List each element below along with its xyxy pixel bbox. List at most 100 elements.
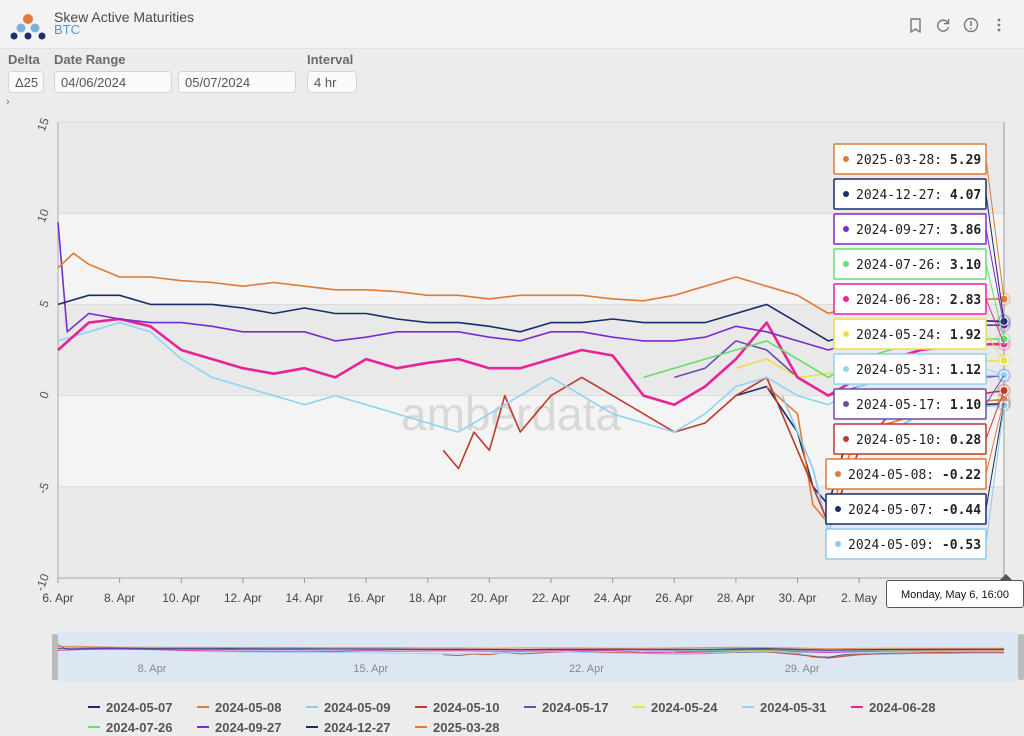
tooltip-label-text: 2024-05-10: 0.28: [856, 433, 981, 448]
legend-item[interactable]: 2024-12-27: [306, 718, 415, 736]
x-tick-label: 6. Apr: [42, 591, 73, 605]
legend-swatch: [88, 726, 100, 728]
legend-swatch: [306, 706, 318, 708]
legend-item[interactable]: 2024-05-09: [306, 698, 415, 716]
x-tick-label: 16. Apr: [347, 591, 385, 605]
legend-item[interactable]: 2024-05-17: [524, 698, 633, 716]
tooltip-label-box: [833, 178, 987, 210]
navigator-tick-label: 22. Apr: [569, 663, 604, 675]
legend-swatch: [415, 726, 427, 728]
x-tick-label: 8. Apr: [104, 591, 135, 605]
end-date-input[interactable]: 05/07/2024: [178, 71, 296, 93]
tooltip-bullet: [843, 366, 849, 372]
bookmark-icon[interactable]: [906, 16, 924, 34]
legend-swatch: [633, 706, 645, 708]
toolbar-icons: [906, 16, 1008, 34]
tooltip-connector: [985, 405, 1005, 545]
tooltip-label-text: 2024-07-26: 3.10: [856, 258, 981, 273]
tooltip-connector: [985, 403, 1005, 510]
legend-item[interactable]: 2024-06-28: [851, 698, 960, 716]
navigator-series-line: [57, 645, 1004, 650]
navigator-right-handle: [1018, 634, 1024, 680]
legend-label: 2025-03-28: [433, 719, 500, 735]
date-range-label: Date Range: [54, 52, 126, 67]
date-range-control: Date Range 04/06/2024 05/07/2024: [54, 52, 296, 93]
legend-item[interactable]: 2024-09-27: [197, 718, 306, 736]
navigator-tick-label: 15. Apr: [353, 663, 388, 675]
delta-label: Delta: [8, 52, 40, 67]
navigator-tick-label: 29. Apr: [785, 663, 820, 675]
legend-item[interactable]: 2024-05-24: [633, 698, 742, 716]
tooltip-label-box: [825, 493, 987, 525]
x-tick-label: 26. Apr: [655, 591, 693, 605]
tooltip-label-box: [833, 248, 987, 280]
x-tick-label: 10. Apr: [162, 591, 200, 605]
tooltip-bullet: [835, 506, 841, 512]
legend-swatch: [197, 706, 209, 708]
legend-swatch: [197, 726, 209, 728]
tooltip-bullet: [843, 436, 849, 442]
tooltip-label-box: [825, 458, 987, 490]
interval-control: Interval 4 hr: [307, 52, 357, 93]
tooltip-label-text: 2024-06-28: 2.83: [856, 293, 981, 308]
refresh-icon[interactable]: [934, 16, 952, 34]
y-tick-label: 5: [37, 298, 53, 309]
y-tick-label: -10: [33, 572, 52, 593]
tooltip-label-box: [833, 283, 987, 315]
tooltip-connector: [985, 390, 1005, 440]
hover-marker: [999, 294, 1009, 304]
tooltip-label-box: [833, 388, 987, 420]
legend-swatch: [88, 706, 100, 708]
legend-item[interactable]: 2024-05-08: [197, 698, 306, 716]
y-tick-label: -5: [35, 480, 52, 495]
legend-swatch: [851, 706, 863, 708]
tooltip-label-text: 2024-05-31: 1.12: [856, 363, 981, 378]
tooltip-bullet: [843, 331, 849, 337]
x-tick-label: 14. Apr: [285, 591, 323, 605]
x-tick-label: 12. Apr: [224, 591, 262, 605]
legend-label: 2024-05-07: [106, 699, 173, 715]
tooltip-connector: [985, 375, 1005, 405]
tooltip-label-text: 2024-05-17: 1.10: [856, 398, 981, 413]
legend-label: 2024-09-27: [215, 719, 282, 735]
expand-chevron-icon[interactable]: ›: [6, 96, 10, 108]
x-tick-label: 20. Apr: [470, 591, 508, 605]
legend-item[interactable]: 2024-05-10: [415, 698, 524, 716]
info-icon[interactable]: [962, 16, 980, 34]
x-tick-label: 24. Apr: [594, 591, 632, 605]
tooltip-connector: [985, 298, 1005, 345]
tooltip-label-text: 2024-05-24: 1.92: [856, 328, 981, 343]
legend-label: 2024-12-27: [324, 719, 391, 735]
start-date-input[interactable]: 04/06/2024: [54, 71, 172, 93]
asset-subtitle: BTC: [54, 22, 80, 37]
x-tick-label: 30. Apr: [779, 591, 817, 605]
tooltip-label-box: [833, 213, 987, 245]
tooltip-label-text: 2024-05-07: -0.44: [848, 503, 981, 518]
tooltip-label-box: [825, 528, 987, 560]
legend-label: 2024-05-17: [542, 699, 609, 715]
legend-item[interactable]: 2024-05-07: [88, 698, 197, 716]
x-tick-label: 2. May: [841, 591, 877, 605]
legend-item[interactable]: 2024-07-26: [88, 718, 197, 736]
delta-select[interactable]: Δ25: [8, 71, 44, 93]
tooltip-label-text: 2024-05-08: -0.22: [848, 468, 981, 483]
tooltip-bullet: [835, 541, 841, 547]
tooltip-connector: [985, 263, 1005, 340]
legend-label: 2024-05-08: [215, 699, 282, 715]
legend-item[interactable]: 2024-05-31: [742, 698, 851, 716]
tooltip-label-box: [833, 423, 987, 455]
tooltip-bullet: [843, 191, 849, 197]
menu-icon[interactable]: [990, 16, 1008, 34]
y-tick-label: 15: [34, 116, 52, 134]
legend-item[interactable]: 2025-03-28: [415, 718, 524, 736]
tooltip-connector: [985, 368, 1005, 376]
chart-legend: 2024-05-07 2024-05-08 2024-05-09 2024-05-10…: [88, 696, 968, 736]
legend-swatch: [742, 706, 754, 708]
x-tick-label: 28. Apr: [717, 591, 755, 605]
navigator-series-line: [57, 648, 1005, 654]
amberdata-logo-icon: [10, 14, 46, 40]
interval-select[interactable]: 4 hr: [307, 71, 357, 93]
tooltip-label-box: [833, 353, 987, 385]
x-tick-label: 18. Apr: [409, 591, 447, 605]
